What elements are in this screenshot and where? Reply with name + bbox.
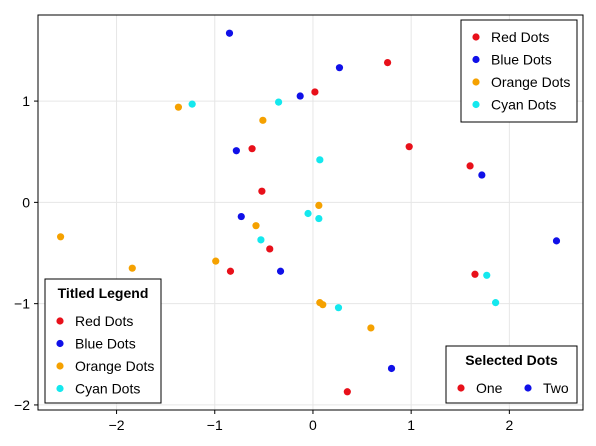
legend-marker xyxy=(524,384,532,392)
data-point xyxy=(387,364,396,373)
data-point xyxy=(315,201,323,210)
legend-marker xyxy=(457,384,465,392)
data-point xyxy=(483,271,491,279)
series-orange-dots xyxy=(56,103,375,332)
x-tick-label: −1 xyxy=(207,417,223,433)
data-point xyxy=(492,299,500,307)
data-point xyxy=(311,88,319,96)
legend-marker xyxy=(56,362,64,370)
data-point xyxy=(225,29,234,37)
data-point xyxy=(259,116,267,124)
legend-bottom-right: Selected Dots One Two xyxy=(445,345,578,404)
legend-title: Selected Dots xyxy=(465,352,558,368)
y-tick-label: −2 xyxy=(14,397,30,413)
data-point xyxy=(257,236,265,244)
data-point xyxy=(56,233,65,241)
data-point xyxy=(296,92,304,100)
data-point xyxy=(266,245,274,253)
data-point xyxy=(334,304,343,312)
legend-label: Cyan Dots xyxy=(75,381,140,397)
legend-label: Cyan Dots xyxy=(491,97,556,113)
data-point xyxy=(237,212,245,221)
data-point xyxy=(315,214,323,223)
data-point xyxy=(319,301,327,309)
data-point xyxy=(466,162,474,170)
x-tick-label: −2 xyxy=(109,417,125,433)
data-point xyxy=(304,209,312,218)
data-point xyxy=(343,388,351,396)
data-point xyxy=(212,257,220,265)
legend-marker xyxy=(472,78,480,86)
data-points xyxy=(56,29,561,396)
legend-marker xyxy=(472,55,480,64)
data-point xyxy=(367,324,375,332)
legend-bottom-left: Titled Legend Red Dots Blue Dots Orange Dot… xyxy=(44,278,162,404)
x-tick-label: 1 xyxy=(407,417,415,433)
data-point xyxy=(335,64,344,72)
data-point xyxy=(248,145,256,153)
legend-label: Red Dots xyxy=(491,29,549,45)
data-point xyxy=(226,267,235,275)
data-point xyxy=(316,156,324,164)
data-point xyxy=(383,59,392,67)
legend-marker xyxy=(472,33,480,41)
plot-frame xyxy=(37,14,584,411)
data-point xyxy=(232,147,240,155)
legend-marker xyxy=(56,317,64,325)
legend-label: Orange Dots xyxy=(491,74,570,90)
series-red-dots xyxy=(226,59,479,396)
legend-box xyxy=(460,19,578,123)
y-tick-label: 0 xyxy=(22,194,30,210)
data-point xyxy=(478,171,486,179)
legend-label: One xyxy=(476,380,503,396)
data-point xyxy=(128,264,136,272)
data-point xyxy=(174,103,183,111)
legend-top-right: Red Dots Blue Dots Orange Dots Cyan Dots xyxy=(460,19,578,123)
series-blue-dots xyxy=(225,29,561,373)
series-cyan-dots xyxy=(188,98,500,312)
data-point xyxy=(252,222,260,230)
axis-ticks: −2 −1 0 1 2 −2 −1 0 1 xyxy=(14,93,513,433)
legend-box xyxy=(44,278,162,404)
legend-label: Red Dots xyxy=(75,313,133,329)
data-point xyxy=(405,143,413,151)
legend-marker xyxy=(472,100,480,109)
data-point xyxy=(274,98,283,106)
data-point xyxy=(552,237,561,245)
legend-label: Blue Dots xyxy=(491,52,552,68)
legend-marker xyxy=(56,339,64,348)
x-tick-label: 0 xyxy=(309,417,317,433)
x-tick-label: 2 xyxy=(505,417,513,433)
legend-label: Blue Dots xyxy=(75,336,136,352)
data-point xyxy=(276,267,285,275)
data-point xyxy=(188,100,196,108)
legend-label: Two xyxy=(543,380,569,396)
data-point xyxy=(471,270,479,278)
y-tick-label: −1 xyxy=(14,296,30,312)
legend-title: Titled Legend xyxy=(58,285,149,301)
legend-box xyxy=(445,345,578,404)
data-point xyxy=(258,187,266,195)
legend-marker xyxy=(56,384,64,393)
y-tick-label: 1 xyxy=(22,93,30,109)
legend-label: Orange Dots xyxy=(75,358,154,374)
